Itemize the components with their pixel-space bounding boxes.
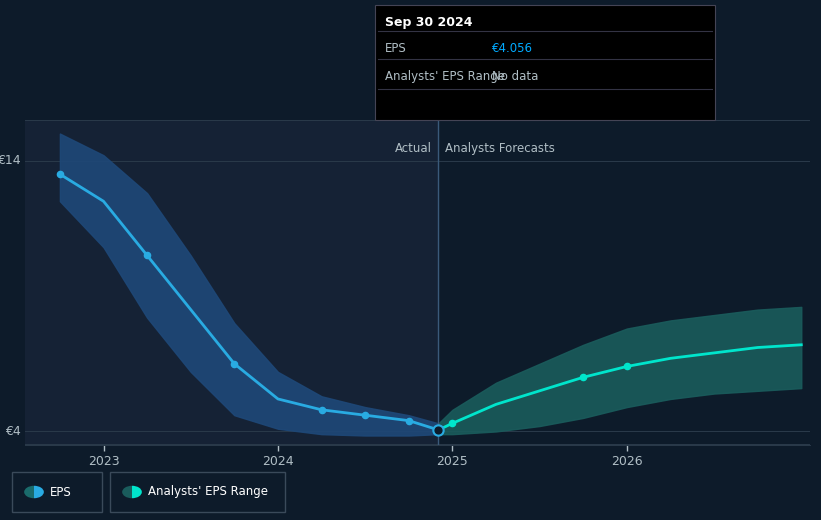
Text: €4.056: €4.056 <box>492 42 533 55</box>
Point <box>53 170 67 178</box>
Text: Analysts Forecasts: Analysts Forecasts <box>446 141 555 154</box>
Text: €4: €4 <box>5 425 21 438</box>
Text: EPS: EPS <box>385 42 406 55</box>
Point <box>359 411 372 419</box>
Text: Analysts' EPS Range: Analysts' EPS Range <box>385 70 505 83</box>
Bar <box>25 120 438 445</box>
Text: EPS: EPS <box>50 486 71 499</box>
Point <box>227 360 241 368</box>
Point <box>402 417 415 425</box>
Text: Actual: Actual <box>394 141 432 154</box>
Point <box>446 419 459 427</box>
Text: Analysts' EPS Range: Analysts' EPS Range <box>148 486 268 499</box>
Point <box>140 251 154 259</box>
Text: No data: No data <box>492 70 538 83</box>
Point <box>432 426 445 434</box>
Point <box>576 373 589 382</box>
Point <box>620 362 633 371</box>
Point <box>315 406 328 414</box>
Text: Sep 30 2024: Sep 30 2024 <box>385 17 472 30</box>
Text: €14: €14 <box>0 154 21 167</box>
